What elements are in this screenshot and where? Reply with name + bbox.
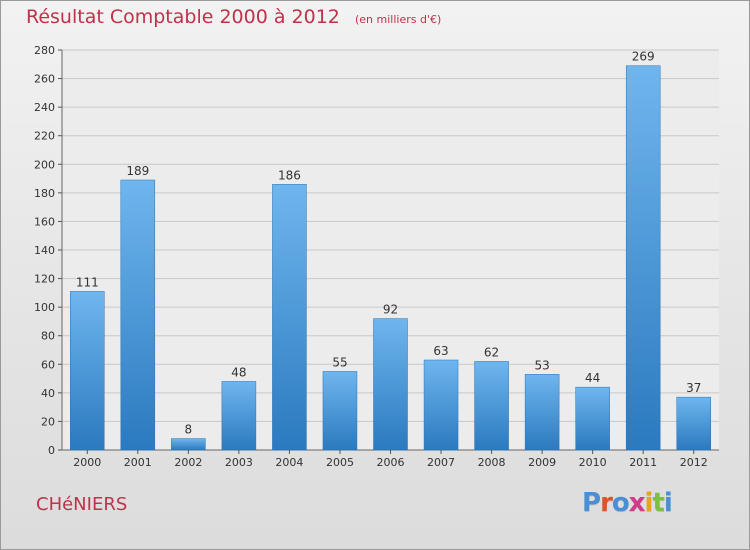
y-tick-label: 200 [34,158,55,171]
x-tick-label: 2010 [579,456,607,469]
bar-value-label: 8 [185,423,193,437]
bar-value-label: 55 [332,355,347,369]
bar [221,381,257,451]
logo-letter: x [628,488,646,518]
bar [120,179,156,451]
logo-letter: r [600,488,613,518]
logo-letter: i [663,488,673,518]
bar [575,386,610,451]
x-tick-label: 2005 [326,456,354,469]
bar-value-label: 92 [383,303,398,317]
bar-value-label: 48 [231,365,246,379]
x-tick-label: 2008 [478,456,506,469]
bar-value-label: 53 [534,358,549,372]
bar-value-label: 269 [632,50,655,64]
bar [373,318,408,451]
y-tick-label: 20 [41,415,55,428]
bar-value-label: 44 [585,371,600,385]
y-tick-label: 140 [34,244,55,257]
x-tick-label: 2002 [174,456,202,469]
y-tick-label: 180 [34,187,55,200]
bar-value-label: 189 [126,164,149,178]
x-tick-label: 2012 [680,456,708,469]
logo-letter: t [652,488,664,518]
bar [474,361,509,451]
y-tick-label: 100 [34,301,55,314]
bar [322,371,358,451]
logo-letter: P [582,488,601,518]
chart-title-block: Résultat Comptable 2000 à 2012 (en milli… [26,6,441,28]
bar-value-label: 37 [686,381,701,395]
logo-letter: o [611,488,630,518]
chart-title: Résultat Comptable 2000 à 2012 [26,6,340,28]
y-tick-label: 160 [34,215,55,228]
proxiti-logo: Proxiti [582,488,673,518]
x-tick-label: 2000 [73,456,101,469]
y-tick-label: 0 [48,444,55,457]
bar-value-label: 62 [484,345,499,359]
x-tick-label: 2009 [528,456,556,469]
y-tick-label: 80 [41,330,55,343]
bar-value-label: 111 [76,275,99,289]
chart-unit: (en milliers d'€) [354,13,442,26]
y-tick-label: 40 [41,387,55,400]
x-tick-label: 2003 [225,456,253,469]
x-tick-label: 2006 [377,456,405,469]
bar-value-label: 186 [278,168,301,182]
bar [625,65,661,451]
bar [524,374,560,451]
bar [171,438,206,451]
commune-name: CHéNIERS [36,494,128,515]
bar [70,291,105,451]
y-tick-label: 260 [34,73,55,86]
y-tick-label: 120 [34,273,55,286]
bar [272,184,307,451]
x-tick-label: 2004 [275,456,303,469]
bar [423,359,459,451]
logo-letter: i [644,488,654,518]
bar-value-label: 63 [433,344,448,358]
y-tick-label: 60 [41,358,55,371]
y-tick-label: 280 [34,44,55,57]
bar [676,396,711,451]
x-tick-label: 2007 [427,456,455,469]
x-tick-label: 2001 [124,456,152,469]
y-tick-label: 240 [34,101,55,114]
x-tick-label: 2011 [629,456,657,469]
y-tick-label: 220 [34,130,55,143]
